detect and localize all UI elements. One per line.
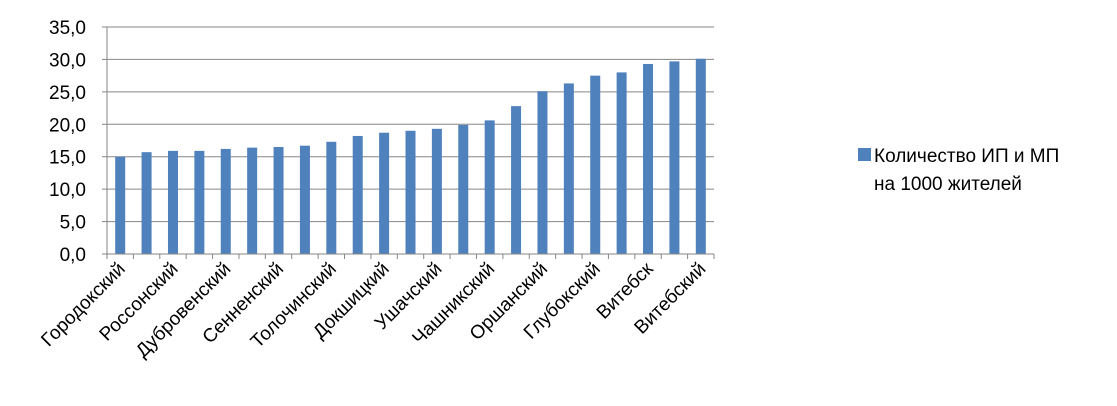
bar: [484, 120, 495, 254]
x-category-label: Дубровенский: [132, 259, 235, 362]
bar: [695, 58, 706, 254]
bar: [273, 146, 284, 254]
bar: [405, 130, 416, 254]
bar: [563, 83, 574, 254]
y-tick-label: 35,0: [49, 18, 86, 39]
bar: [379, 132, 390, 254]
y-tick-label: 30,0: [49, 50, 86, 71]
bar: [194, 150, 205, 254]
bar: [511, 106, 522, 254]
legend-label-line2: на 1000 жителей: [874, 174, 1022, 195]
bar: [590, 75, 601, 255]
bar-chart: 0,05,010,015,020,025,030,035,0Городокски…: [37, 18, 715, 362]
bar: [669, 61, 680, 255]
bar: [247, 147, 258, 254]
bar: [326, 141, 337, 254]
y-tick-label: 0,0: [60, 245, 86, 266]
bar: [141, 152, 152, 254]
legend-swatch: [858, 148, 871, 161]
bar: [537, 91, 548, 254]
bar: [616, 72, 627, 255]
bar: [431, 128, 442, 254]
legend-entry: Количество ИП и МП: [858, 143, 1113, 171]
bar: [352, 135, 363, 254]
bar: [220, 148, 231, 254]
y-tick-label: 10,0: [49, 180, 86, 201]
bar: [299, 145, 310, 254]
y-tick-label: 15,0: [49, 148, 86, 169]
bar: [643, 63, 654, 255]
y-tick-label: 20,0: [49, 115, 86, 136]
legend: Количество ИП и МП на 1000 жителей: [858, 143, 1113, 199]
bar: [458, 124, 469, 254]
bar: [167, 150, 178, 254]
y-tick-label: 5,0: [60, 213, 86, 234]
bar: [115, 156, 126, 254]
legend-label-line1: Количество ИП и МП: [874, 146, 1060, 167]
y-tick-label: 25,0: [49, 83, 86, 104]
